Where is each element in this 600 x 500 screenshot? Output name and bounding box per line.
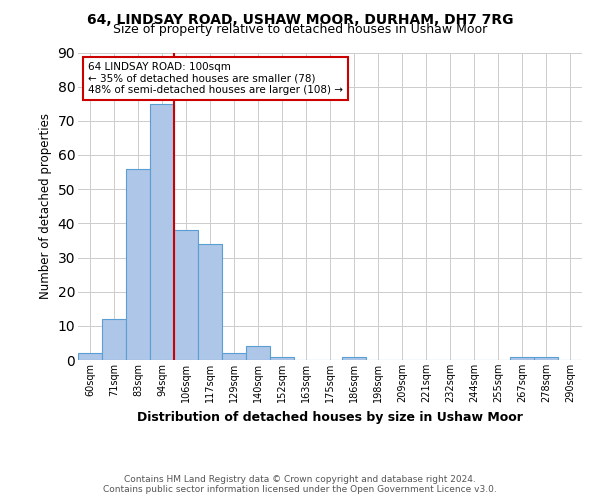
Text: Contains HM Land Registry data © Crown copyright and database right 2024.
Contai: Contains HM Land Registry data © Crown c… — [103, 474, 497, 494]
Bar — [174, 230, 198, 360]
Bar — [102, 319, 126, 360]
Bar — [510, 356, 534, 360]
Text: Size of property relative to detached houses in Ushaw Moor: Size of property relative to detached ho… — [113, 22, 487, 36]
Bar — [534, 356, 558, 360]
Bar — [222, 353, 246, 360]
Bar — [198, 244, 222, 360]
Text: 64, LINDSAY ROAD, USHAW MOOR, DURHAM, DH7 7RG: 64, LINDSAY ROAD, USHAW MOOR, DURHAM, DH… — [87, 12, 513, 26]
Bar — [150, 104, 174, 360]
Y-axis label: Number of detached properties: Number of detached properties — [39, 114, 52, 299]
Bar — [126, 168, 150, 360]
Text: 64 LINDSAY ROAD: 100sqm
← 35% of detached houses are smaller (78)
48% of semi-de: 64 LINDSAY ROAD: 100sqm ← 35% of detache… — [88, 62, 343, 95]
Bar — [270, 356, 294, 360]
Bar — [246, 346, 270, 360]
Bar — [342, 356, 366, 360]
X-axis label: Distribution of detached houses by size in Ushaw Moor: Distribution of detached houses by size … — [137, 410, 523, 424]
Bar — [78, 353, 102, 360]
